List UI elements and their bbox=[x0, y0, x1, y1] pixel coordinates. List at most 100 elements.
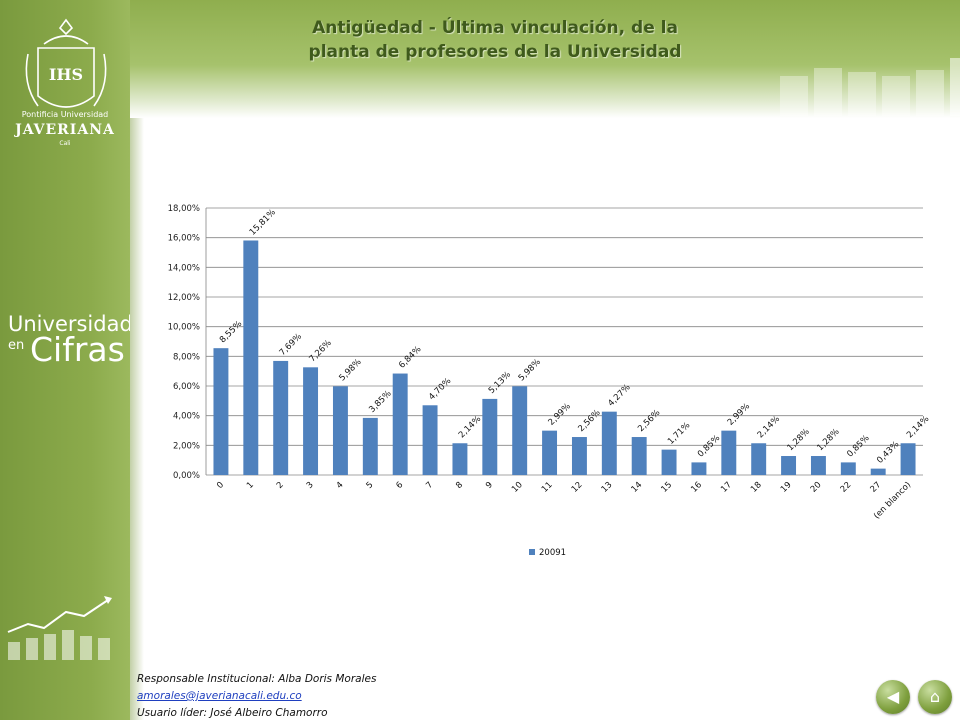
home-button[interactable]: ⌂ bbox=[918, 680, 952, 714]
bar bbox=[721, 430, 737, 475]
y-tick-label: 2,00% bbox=[173, 441, 200, 451]
bar bbox=[452, 443, 468, 475]
x-tick-label: 4 bbox=[335, 480, 346, 491]
x-tick-label: 11 bbox=[540, 480, 555, 495]
data-label: 2,99% bbox=[547, 402, 573, 428]
data-label: 1,28% bbox=[815, 427, 841, 453]
data-label: 5,98% bbox=[337, 357, 363, 383]
bar bbox=[661, 449, 677, 475]
page-title: Antigüedad - Última vinculación, de la p… bbox=[260, 16, 730, 64]
data-label: 5,98% bbox=[517, 357, 543, 383]
y-tick-label: 12,00% bbox=[168, 293, 200, 303]
footer-usuario: Usuario líder: José Albeiro Chamorro bbox=[137, 707, 328, 719]
bar bbox=[691, 462, 707, 475]
data-label: 2,99% bbox=[726, 402, 752, 428]
x-tick-label: 18 bbox=[749, 480, 764, 495]
bar bbox=[870, 468, 886, 475]
data-label: 2,56% bbox=[636, 408, 662, 434]
data-label: 2,14% bbox=[905, 414, 931, 440]
x-tick-label: 27 bbox=[869, 480, 884, 495]
bar bbox=[900, 443, 916, 475]
bar bbox=[781, 456, 797, 475]
y-tick-label: 6,00% bbox=[173, 382, 200, 392]
data-label: 2,14% bbox=[756, 414, 782, 440]
bar-chart: 0,00%2,00%4,00%6,00%8,00%10,00%12,00%14,… bbox=[168, 204, 932, 558]
footer-credits: Responsable Institucional: Alba Doris Mo… bbox=[137, 671, 376, 722]
logo-line-3: Cali bbox=[59, 140, 71, 147]
sidebar: IHS Pontificia Universidad JAVERIANA Cal… bbox=[0, 0, 133, 720]
svg-text:IHS: IHS bbox=[49, 65, 83, 84]
x-tick-label: 19 bbox=[779, 480, 794, 495]
header-decoration bbox=[770, 56, 960, 116]
bar bbox=[213, 348, 229, 475]
sidebar-shadow bbox=[130, 0, 144, 720]
y-tick-label: 0,00% bbox=[173, 471, 200, 481]
back-arrow-icon: ◀ bbox=[886, 687, 900, 706]
x-tick-label: 1 bbox=[245, 480, 256, 491]
javeriana-seal-icon: IHS bbox=[25, 18, 107, 108]
bar bbox=[840, 462, 856, 475]
data-label: 15,81% bbox=[248, 208, 278, 238]
data-label: 8,55% bbox=[218, 319, 244, 345]
data-label: 4,27% bbox=[606, 383, 632, 409]
footer-email-link[interactable]: amorales@javerianacali.edu.co bbox=[137, 690, 302, 702]
x-tick-label: 17 bbox=[719, 480, 734, 495]
y-tick-label: 8,00% bbox=[173, 352, 200, 362]
x-tick-label: 14 bbox=[630, 480, 645, 495]
bar bbox=[273, 360, 289, 475]
logo-line-2: JAVERIANA bbox=[15, 122, 115, 138]
bar bbox=[810, 456, 826, 475]
bar bbox=[601, 411, 617, 475]
data-label: 4,70% bbox=[427, 376, 453, 402]
bar bbox=[422, 405, 438, 475]
growth-chart-icon bbox=[7, 596, 112, 660]
x-tick-label: 7 bbox=[424, 480, 435, 491]
x-tick-label: 16 bbox=[689, 480, 704, 495]
back-button[interactable]: ◀ bbox=[876, 680, 910, 714]
y-tick-label: 10,00% bbox=[168, 323, 200, 333]
bar bbox=[512, 386, 528, 475]
bar bbox=[392, 373, 408, 475]
data-label: 2,14% bbox=[457, 414, 483, 440]
home-icon: ⌂ bbox=[929, 687, 941, 706]
data-label: 1,71% bbox=[666, 421, 692, 447]
data-label: 1,28% bbox=[786, 427, 812, 453]
y-tick-label: 14,00% bbox=[168, 263, 200, 273]
brand-word-cifras: Cifras bbox=[30, 330, 125, 369]
x-tick-label: 8 bbox=[454, 480, 465, 491]
x-tick-label: 15 bbox=[659, 480, 674, 495]
data-label: 0,85% bbox=[845, 433, 871, 459]
bar bbox=[751, 443, 767, 475]
data-label: 5,13% bbox=[487, 370, 513, 396]
footer-responsable: Responsable Institucional: Alba Doris Mo… bbox=[137, 673, 377, 685]
data-label: 7,26% bbox=[308, 338, 334, 364]
data-label: 7,69% bbox=[278, 332, 304, 358]
bar bbox=[631, 437, 647, 475]
brand-word-universidad: Universidad bbox=[8, 312, 133, 336]
x-tick-label: 22 bbox=[839, 480, 854, 495]
x-tick-label: 5 bbox=[365, 480, 376, 491]
y-tick-label: 18,00% bbox=[168, 204, 200, 214]
data-label: 0,43% bbox=[875, 440, 901, 466]
bar bbox=[571, 437, 587, 475]
bar bbox=[362, 417, 378, 475]
y-tick-label: 16,00% bbox=[168, 234, 200, 244]
data-label: 2,56% bbox=[576, 408, 602, 434]
page-title-line-1: Antigüedad - Última vinculación, de la bbox=[312, 18, 678, 38]
legend-label: 20091 bbox=[539, 548, 566, 558]
x-tick-label: 9 bbox=[484, 480, 495, 491]
brand-word-en: en bbox=[8, 338, 25, 353]
x-tick-label: 0 bbox=[215, 480, 226, 491]
data-label: 3,85% bbox=[367, 389, 393, 415]
bar bbox=[303, 367, 319, 475]
legend-swatch bbox=[529, 549, 535, 555]
page-title-line-2: planta de profesores de la Universidad bbox=[308, 42, 682, 62]
bar bbox=[243, 240, 259, 475]
x-tick-label: 3 bbox=[305, 480, 316, 491]
y-tick-label: 4,00% bbox=[173, 412, 200, 422]
x-tick-label: 20 bbox=[809, 480, 824, 495]
x-tick-label: 6 bbox=[394, 480, 405, 491]
bar bbox=[332, 386, 348, 475]
header-banner bbox=[130, 0, 960, 118]
data-label: 6,84% bbox=[397, 344, 423, 370]
